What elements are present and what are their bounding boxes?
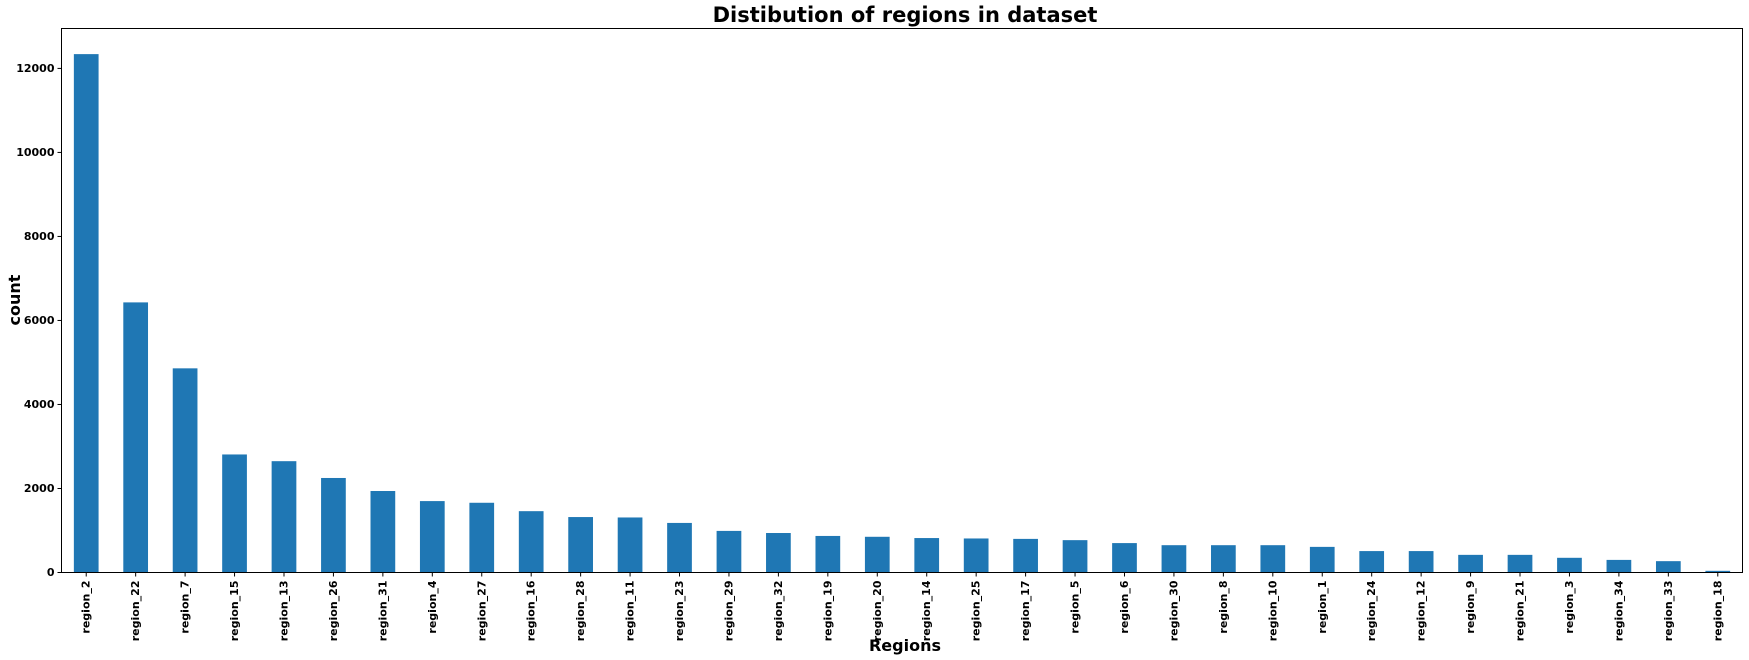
x-tick-label: region_24 — [1365, 580, 1378, 641]
bars — [73, 54, 1731, 573]
x-tick-label: region_34 — [1612, 580, 1625, 641]
bar-region-8 — [1211, 545, 1236, 573]
bar-region-34 — [1606, 559, 1632, 573]
y-tick-label: 6000 — [24, 314, 55, 327]
x-tick-label: region_14 — [920, 580, 933, 641]
bar-region-16 — [518, 511, 544, 573]
x-tick-label: region_12 — [1415, 581, 1428, 642]
bar-region-28 — [568, 517, 593, 573]
bar-region-20 — [864, 536, 890, 573]
x-tick-label: region_32 — [772, 581, 785, 642]
x-tick-label: region_8 — [1217, 581, 1230, 634]
x-tick-label: region_20 — [871, 580, 884, 641]
bar-region-22 — [123, 302, 149, 573]
x-tick-label: region_18 — [1711, 581, 1724, 642]
y-tick-label: 10000 — [16, 146, 55, 159]
x-tick-label: region_28 — [574, 581, 587, 642]
x-tick-label: region_29 — [722, 581, 735, 642]
x-tick-label: region_13 — [277, 581, 290, 642]
x-tick-label: region_4 — [426, 580, 439, 633]
x-tick-label: region_23 — [673, 581, 686, 642]
bar-region-7 — [172, 368, 198, 573]
bar-region-4 — [419, 501, 445, 573]
bar-region-17 — [1013, 538, 1038, 573]
bar-region-23 — [667, 522, 692, 573]
x-tick-label: region_21 — [1514, 581, 1527, 642]
chart-title: Distibution of regions in dataset — [713, 3, 1098, 27]
x-tick-label: region_27 — [475, 581, 488, 642]
plot-frame — [61, 28, 1743, 573]
bar-region-30 — [1161, 545, 1187, 573]
bar-region-19 — [815, 535, 841, 573]
x-tick-label: region_9 — [1464, 581, 1477, 634]
bar-region-33 — [1655, 561, 1681, 573]
x-tick-label: region_25 — [970, 581, 983, 642]
y-axis: 0 2000 4000 6000 8000 10000 12000 — [16, 62, 62, 579]
bar-region-18 — [1705, 570, 1731, 573]
y-tick-label: 0 — [47, 566, 55, 579]
bar-region-2 — [73, 54, 99, 573]
bar-region-14 — [914, 538, 940, 573]
x-tick-label: region_22 — [129, 581, 142, 642]
x-tick-label: region_15 — [228, 581, 241, 642]
bar-region-15 — [222, 454, 247, 573]
x-axis: region_2 region_22 region_7 region_15 region… — [80, 572, 1724, 642]
x-tick-label: region_11 — [624, 581, 637, 642]
x-tick-label: region_7 — [179, 581, 192, 634]
y-tick-label: 12000 — [16, 62, 55, 75]
x-tick-label: region_19 — [821, 581, 834, 642]
x-tick-label: region_17 — [1019, 581, 1032, 642]
x-tick-label: region_26 — [327, 580, 340, 641]
x-tick-label: region_30 — [1167, 580, 1180, 641]
y-tick-label: 8000 — [24, 230, 55, 243]
bar-region-21 — [1507, 554, 1533, 573]
bar-region-1 — [1309, 546, 1335, 573]
bar-region-5 — [1062, 540, 1088, 573]
x-tick-label: region_5 — [1069, 581, 1082, 634]
bar-region-12 — [1408, 551, 1434, 573]
x-tick-label: region_33 — [1662, 581, 1675, 642]
bar-region-10 — [1260, 545, 1286, 573]
bar-region-24 — [1359, 551, 1385, 573]
x-tick-label: region_10 — [1266, 580, 1279, 641]
bar-region-13 — [271, 461, 297, 573]
y-axis-label: count — [5, 274, 24, 325]
bar-region-25 — [963, 538, 989, 573]
x-tick-label: region_2 — [80, 581, 93, 634]
bar-region-9 — [1458, 554, 1483, 573]
x-tick-label: region_3 — [1563, 581, 1576, 634]
bar-region-6 — [1112, 543, 1137, 573]
bar-region-3 — [1557, 557, 1582, 573]
bar-region-27 — [469, 502, 495, 573]
x-tick-label: region_6 — [1118, 580, 1131, 633]
bar-region-32 — [766, 533, 791, 573]
bar-region-11 — [617, 517, 643, 573]
y-tick-label: 4000 — [24, 398, 55, 411]
x-tick-label: region_1 — [1316, 581, 1329, 634]
x-tick-label: region_16 — [525, 580, 538, 641]
bar-region-26 — [321, 477, 346, 573]
bar-region-29 — [716, 530, 742, 573]
x-axis-label: Regions — [869, 636, 941, 655]
x-tick-label: region_31 — [376, 581, 389, 642]
y-tick-label: 2000 — [24, 482, 55, 495]
bar-region-31 — [370, 491, 396, 573]
